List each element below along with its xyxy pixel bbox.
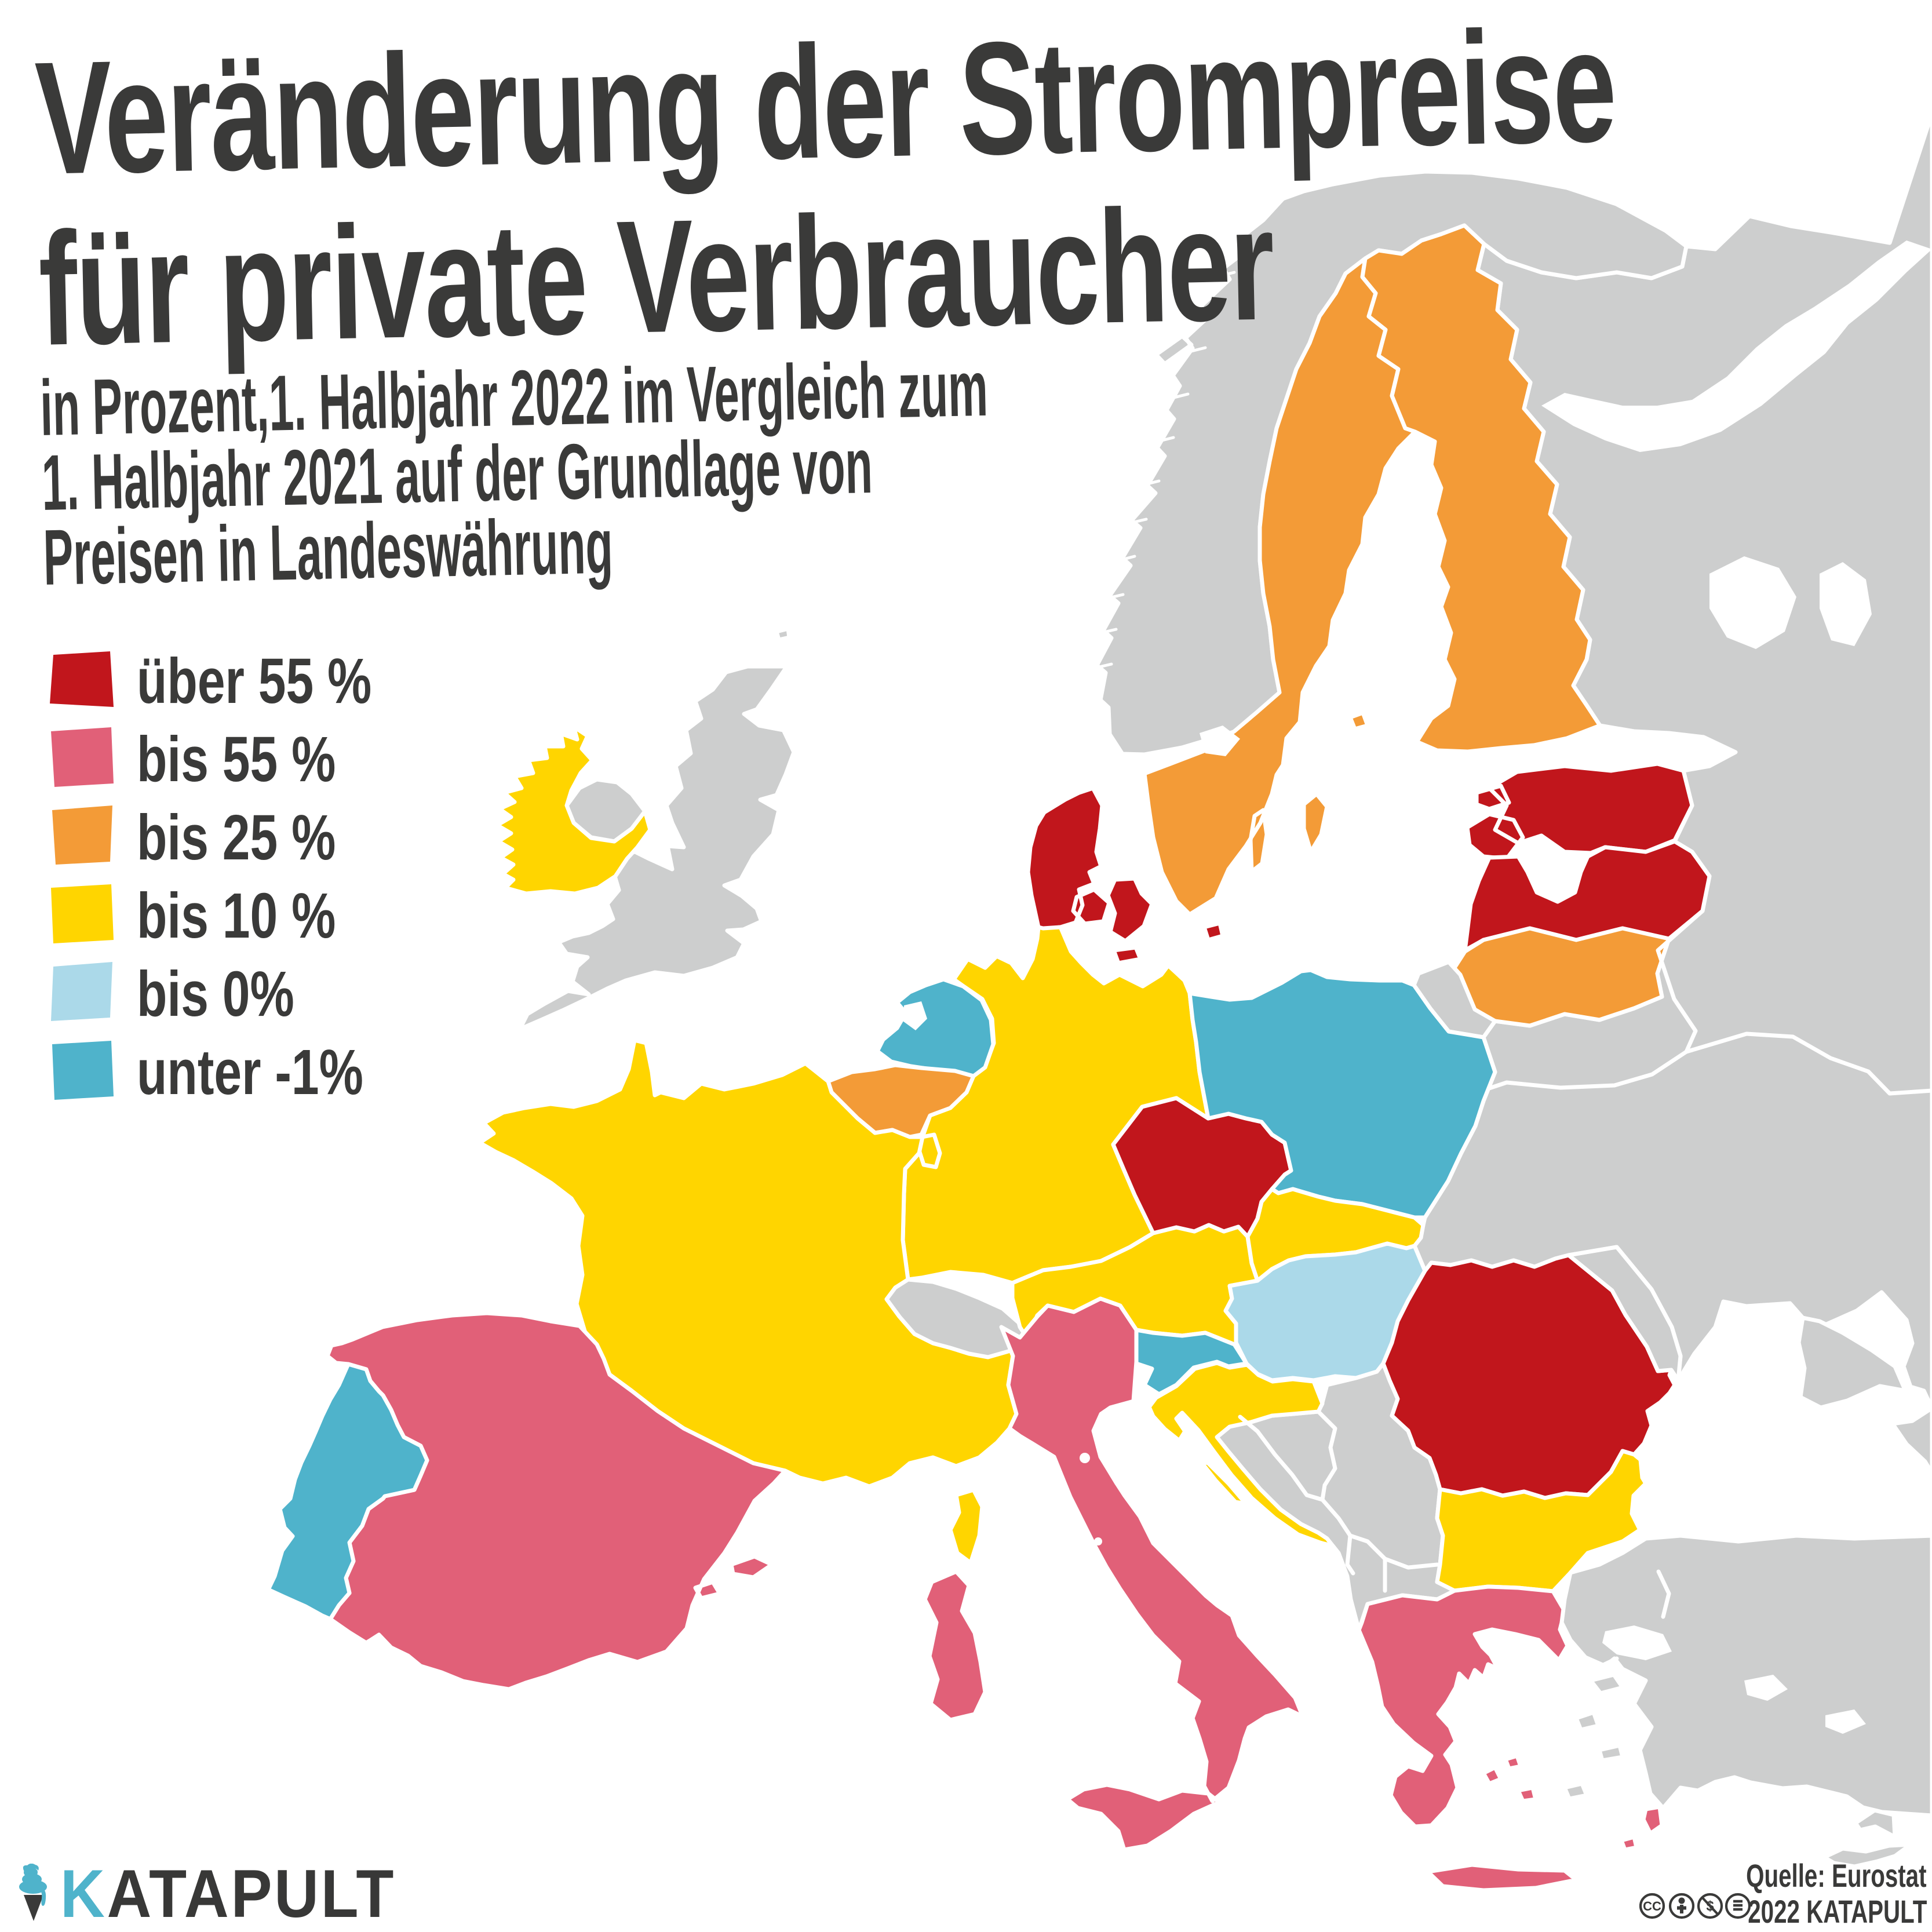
svg-text:CC: CC	[1643, 1899, 1661, 1913]
